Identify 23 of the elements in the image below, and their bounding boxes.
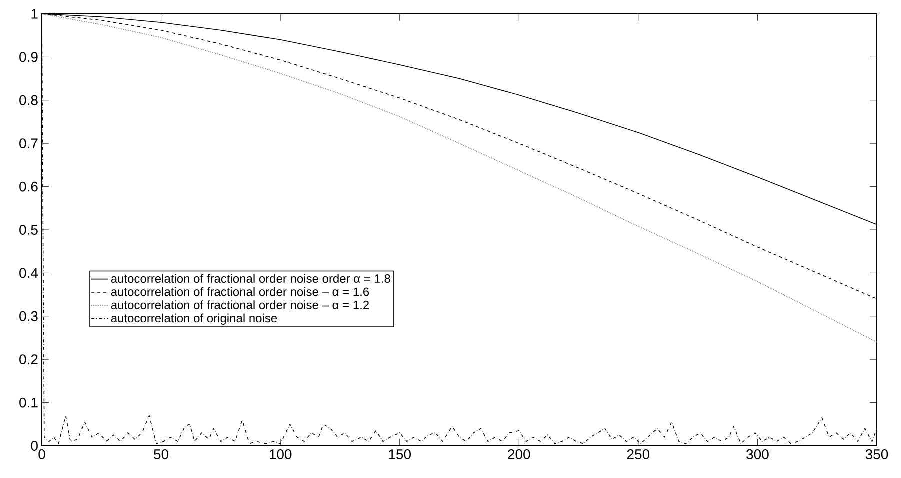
y-tick-label: 0.4 [20, 268, 38, 278]
legend-label: autocorrelation of fractional order noise – α = 1.2 [111, 300, 369, 310]
y-tick-label: 0.3 [20, 311, 38, 322]
x-tick-label: 250 [627, 450, 650, 460]
legend-label: autocorrelation of fractional order noise order α = 1.8 [111, 274, 390, 284]
x-tick-label: 150 [389, 450, 411, 460]
legend-label: autocorrelation of original noise [111, 314, 278, 325]
y-tick-label: 0.6 [20, 182, 38, 192]
y-tick-label: 0.5 [20, 225, 38, 235]
y-tick-label: 0.9 [20, 52, 38, 62]
x-tick-label: 100 [270, 450, 292, 460]
y-tick-label: 0.8 [20, 95, 38, 106]
x-tick-label: 300 [746, 450, 769, 460]
y-tick-label: 0.2 [20, 354, 38, 365]
y-tick-label: 0 [31, 441, 38, 451]
x-tick-label: 350 [866, 450, 888, 460]
y-tick-label: 0.7 [20, 138, 38, 149]
y-tick-label: 0.1 [20, 398, 38, 408]
x-tick-label: 200 [508, 450, 530, 460]
x-tick-label: 50 [154, 450, 169, 460]
x-tick-label: 0 [38, 450, 46, 460]
legend-label: autocorrelation of fractional order noise – α = 1.6 [111, 287, 370, 296]
y-tick-label: 1 [32, 9, 38, 19]
